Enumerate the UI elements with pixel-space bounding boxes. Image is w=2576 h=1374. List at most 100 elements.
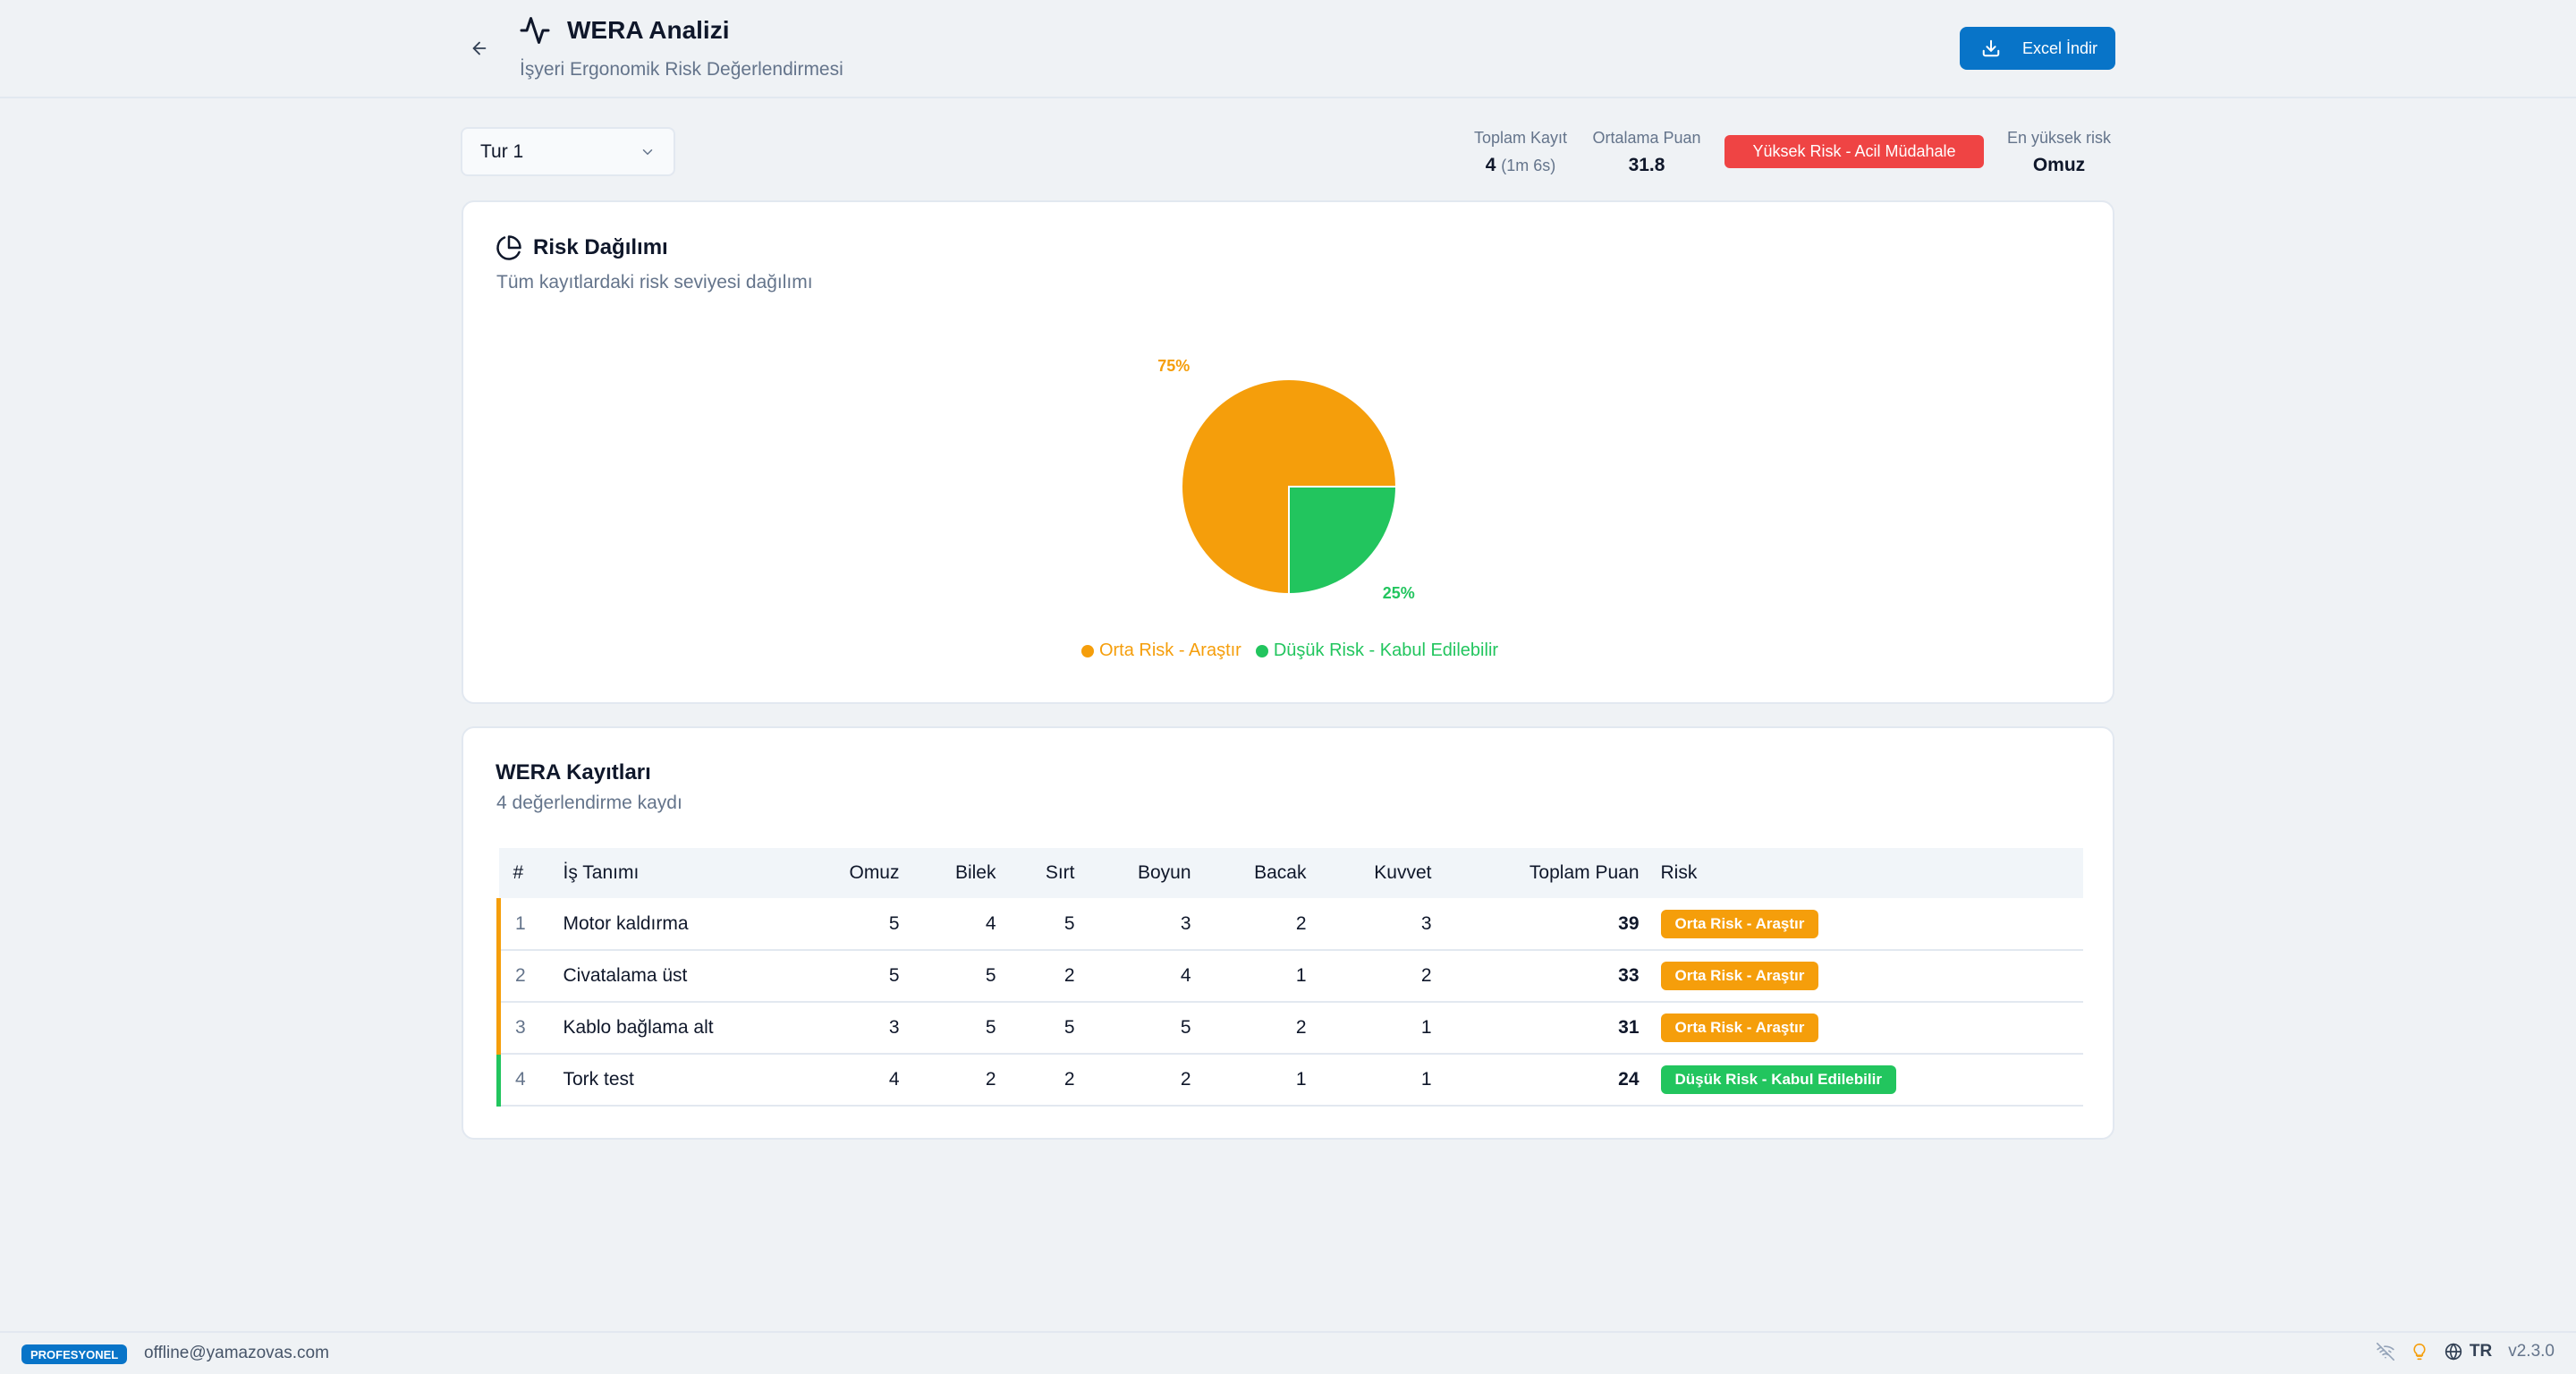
risk-badge: Orta Risk - Araştır	[1660, 909, 1819, 938]
records-card: WERA Kayıtları 4 değerlendirme kaydı # İ…	[462, 726, 2114, 1140]
stat-highest-value: Omuz	[2032, 155, 2086, 175]
cell-risk: Düşük Risk - Kabul Edilebilir	[1649, 1054, 2083, 1107]
risk-pie-chart: 75% 25%	[1157, 357, 1415, 602]
cell-risk: Orta Risk - Araştır	[1649, 1002, 2083, 1055]
col-boyun: Boyun	[1137, 862, 1191, 883]
cell-no: 1	[496, 898, 553, 951]
risk-card-subtitle: Tüm kayıtlardaki risk seviyesi dağılımı	[496, 272, 813, 293]
round-select[interactable]: Tur 1	[461, 127, 675, 176]
cell-boyun: 5	[1085, 1002, 1202, 1055]
cell-boyun: 3	[1085, 898, 1202, 951]
plan-badge: PROFESYONEL	[21, 1344, 128, 1364]
cell-total: 31	[1442, 1002, 1650, 1055]
cell-bilek: 4	[910, 898, 1007, 951]
pie-label-1: 25%	[1383, 584, 1415, 602]
stat-total-number: 4	[1485, 155, 1496, 175]
table-row[interactable]: 2 Civatalama üst 5 5 2 4 1 2 33 Orta Risk - Araşt…	[496, 950, 2083, 1003]
cell-boyun: 4	[1085, 950, 1202, 1003]
excel-download-label: Excel İndir	[2022, 38, 2098, 57]
legend-label: Orta Risk - Araştır	[1098, 640, 1241, 660]
cell-sirt: 5	[1006, 1002, 1086, 1055]
overall-risk-badge: Yüksek Risk - Acil Müdahale	[1724, 135, 1984, 168]
user-email: offline@yamazovas.com	[144, 1344, 329, 1362]
risk-card-title: Risk Dağılımı	[533, 235, 668, 259]
cell-bilek: 5	[910, 1002, 1007, 1055]
col-task: İş Tanımı	[563, 862, 640, 883]
back-button[interactable]	[465, 34, 494, 63]
cell-task: Motor kaldırma	[552, 898, 821, 951]
risk-badge: Orta Risk - Araştır	[1660, 1014, 1819, 1042]
col-sirt: Sırt	[1045, 862, 1075, 883]
table-row[interactable]: 4 Tork test 4 2 2 2 1 1 24 Düşük Risk - Kabul Edi…	[496, 1054, 2083, 1107]
stat-highest-label: En yüksek risk	[2006, 129, 2112, 147]
chevron-down-icon	[642, 148, 653, 155]
table-header-row: # İş Tanımı Omuz Bilek Sırt Boyun Bacak …	[498, 848, 2083, 898]
cell-sirt: 2	[1006, 950, 1086, 1003]
table-row[interactable]: 3 Kablo bağlama alt 3 5 5 5 2 1 31 Orta Risk - Ar…	[496, 1002, 2083, 1055]
cell-kuvvet: 3	[1317, 898, 1443, 951]
wifi-off-icon	[2376, 1343, 2394, 1361]
cell-no: 2	[496, 950, 553, 1003]
col-risk: Risk	[1660, 862, 1698, 883]
cell-kuvvet: 2	[1317, 950, 1443, 1003]
cell-task: Tork test	[552, 1054, 821, 1107]
cell-omuz: 5	[820, 898, 911, 951]
legend-dot	[1255, 644, 1268, 657]
stat-total-label: Toplam Kayıt	[1473, 129, 1568, 147]
cell-kuvvet: 1	[1317, 1054, 1443, 1107]
records-title: WERA Kayıtları	[496, 760, 651, 785]
activity-icon	[520, 17, 550, 44]
cell-task: Civatalama üst	[552, 950, 821, 1003]
cell-bacak: 1	[1201, 1054, 1318, 1107]
round-select-value: Tur 1	[480, 140, 524, 162]
page-subtitle: İşyeri Ergonomik Risk Değerlendirmesi	[520, 59, 843, 80]
pie-slice-1[interactable]	[1288, 486, 1398, 596]
col-omuz: Omuz	[849, 862, 900, 883]
pie-slice-0[interactable]	[1181, 378, 1398, 596]
cell-no: 4	[496, 1054, 553, 1107]
language-code: TR	[2469, 1342, 2493, 1361]
pie-legend: Orta Risk - Araştır Düşük Risk - Kabul Ed…	[463, 640, 2113, 661]
cell-total: 33	[1442, 950, 1650, 1003]
download-icon	[1982, 39, 2000, 57]
cell-omuz: 3	[820, 1002, 911, 1055]
cell-bacak: 2	[1201, 898, 1318, 951]
stat-total: Toplam Kayıt 4 (1m 6s)	[1467, 129, 1574, 176]
cell-omuz: 4	[820, 1054, 911, 1107]
lightbulb-icon[interactable]	[2411, 1343, 2428, 1361]
excel-download-button[interactable]: Excel İndir	[1960, 27, 2115, 70]
globe-icon	[2445, 1343, 2462, 1361]
cell-risk: Orta Risk - Araştır	[1649, 950, 2083, 1003]
status-bar: PROFESYONEL offline@yamazovas.com TR v2.…	[0, 1331, 2576, 1374]
page-title: WERA Analizi	[567, 16, 730, 44]
cell-total: 24	[1442, 1054, 1650, 1107]
risk-distribution-card: Risk Dağılımı Tüm kayıtlardaki risk sevi…	[462, 200, 2114, 704]
pie-chart-icon	[496, 235, 521, 260]
col-bilek: Bilek	[954, 862, 996, 883]
cell-task: Kablo bağlama alt	[552, 1002, 821, 1055]
cell-sirt: 5	[1006, 898, 1086, 951]
records-subtitle: 4 değerlendirme kaydı	[496, 793, 682, 813]
table-row[interactable]: 1 Motor kaldırma 5 4 5 3 2 3 39 Orta Risk - Araşt…	[496, 898, 2083, 951]
cell-kuvvet: 1	[1317, 1002, 1443, 1055]
stat-average-label: Ortalama Puan	[1592, 129, 1701, 147]
cell-risk: Orta Risk - Araştır	[1649, 898, 2083, 951]
legend-item-1[interactable]: Düşük Risk - Kabul Edilebilir	[1255, 640, 1499, 661]
stat-highest: En yüksek risk Omuz	[1998, 129, 2120, 176]
pie-label-0: 75%	[1157, 357, 1190, 375]
cell-bilek: 2	[910, 1054, 1007, 1107]
col-total: Toplam Puan	[1529, 862, 1640, 883]
cell-total: 39	[1442, 898, 1650, 951]
col-bacak: Bacak	[1254, 862, 1307, 883]
language-switcher[interactable]: TR	[2445, 1342, 2492, 1361]
stat-total-value: 4 (1m 6s)	[1467, 155, 1574, 176]
legend-item-0[interactable]: Orta Risk - Araştır	[1080, 640, 1241, 661]
records-table: # İş Tanımı Omuz Bilek Sırt Boyun Bacak …	[496, 848, 2083, 1107]
legend-label: Düşük Risk - Kabul Edilebilir	[1273, 640, 1499, 660]
page-header: WERA Analizi İşyeri Ergonomik Risk Değer…	[0, 0, 2576, 98]
col-no: #	[513, 862, 524, 883]
stat-total-detail: (1m 6s)	[1501, 157, 1556, 174]
risk-badge: Orta Risk - Araştır	[1660, 962, 1819, 990]
cell-bacak: 2	[1201, 1002, 1318, 1055]
arrow-left-icon	[472, 41, 487, 55]
